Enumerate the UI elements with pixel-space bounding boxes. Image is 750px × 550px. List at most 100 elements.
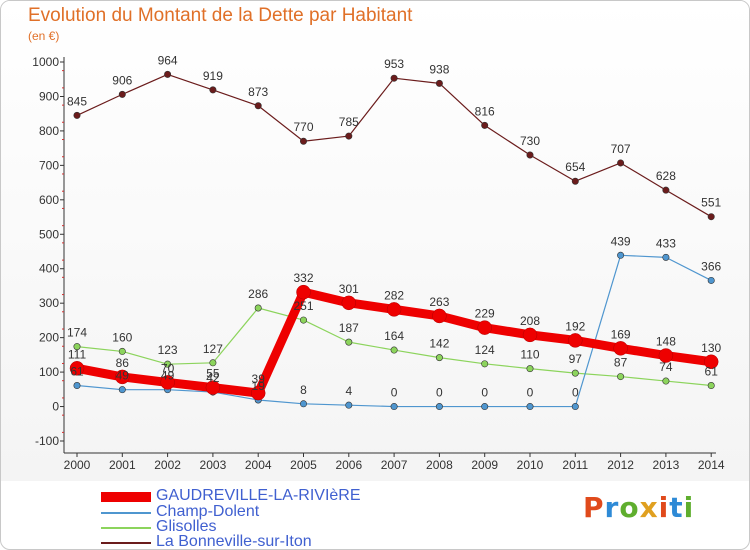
data-label: 816	[475, 104, 495, 118]
data-label: 42	[206, 371, 220, 385]
data-point	[662, 186, 670, 194]
data-point	[707, 276, 715, 284]
data-point	[617, 251, 625, 259]
data-point	[160, 375, 175, 390]
data-label: 707	[611, 142, 631, 156]
data-label: 61	[705, 365, 719, 379]
logo-letter: x	[639, 491, 659, 524]
data-point	[432, 308, 447, 324]
y-tick-label: 700	[39, 158, 59, 172]
legend-label: Champ-Dolent	[156, 503, 260, 520]
data-point	[526, 403, 534, 411]
data-label: 174	[67, 326, 87, 340]
y-tick-label: 300	[39, 296, 59, 310]
data-label: 39	[252, 372, 266, 386]
data-label: 628	[656, 169, 676, 183]
data-label: 845	[67, 94, 87, 108]
data-point	[118, 90, 126, 98]
data-label: 433	[656, 236, 676, 250]
data-label: 286	[248, 287, 268, 301]
data-point	[571, 177, 579, 185]
data-point	[707, 213, 715, 221]
data-point	[568, 333, 583, 348]
legend-label: Glisolles	[156, 518, 217, 535]
data-label: 97	[569, 352, 583, 366]
data-point	[662, 377, 670, 385]
data-label: 0	[391, 386, 398, 400]
data-label: 208	[520, 314, 540, 328]
data-label: 55	[206, 367, 220, 381]
x-tick-label: 2001	[109, 458, 136, 472]
data-point	[299, 137, 307, 145]
data-point	[477, 320, 492, 335]
data-label: 169	[611, 327, 631, 341]
data-point	[390, 346, 398, 354]
data-point	[386, 302, 402, 317]
data-point	[73, 111, 81, 119]
y-tick-label: 800	[39, 124, 59, 138]
data-label: 938	[429, 62, 449, 76]
data-point	[69, 361, 85, 376]
y-tick-label: 900	[39, 89, 59, 103]
data-label: 148	[656, 335, 676, 349]
y-tick-label: -100	[35, 434, 59, 448]
data-label: 953	[384, 57, 404, 71]
data-label: 49	[116, 369, 130, 383]
plot-background	[1, 1, 749, 481]
data-label: 0	[436, 386, 443, 400]
chart-title: Evolution du Montant de la Dette par Hab…	[28, 5, 413, 26]
data-label: 0	[481, 386, 488, 400]
data-point	[164, 70, 172, 78]
legend-swatch	[101, 492, 151, 502]
data-point	[164, 360, 172, 368]
data-label: 124	[475, 343, 495, 357]
data-point	[481, 403, 489, 411]
data-label: 770	[293, 120, 313, 134]
x-tick-label: 2006	[335, 458, 362, 472]
x-tick-label: 2010	[517, 458, 544, 472]
data-point	[118, 386, 126, 394]
data-point	[481, 360, 489, 368]
data-point	[250, 385, 266, 401]
x-tick-label: 2004	[245, 458, 272, 472]
data-label: 654	[565, 160, 585, 174]
y-tick-label: 1000	[32, 55, 59, 69]
data-label: 142	[429, 337, 449, 351]
legend-swatch	[101, 527, 151, 529]
data-label: 192	[565, 319, 585, 333]
data-label: 964	[158, 53, 178, 67]
legend-swatch	[101, 542, 151, 544]
data-point	[522, 327, 538, 343]
data-label: 70	[161, 361, 175, 375]
data-label: 263	[429, 295, 449, 309]
logo-letter: i	[658, 491, 670, 524]
data-point	[205, 380, 221, 395]
data-label: 873	[248, 85, 268, 99]
x-tick-label: 2008	[426, 458, 453, 472]
data-label: 123	[158, 343, 178, 357]
x-tick-label: 2012	[607, 458, 634, 472]
data-label: 74	[659, 360, 673, 374]
legend-label: La Bonneville-sur-Iton	[156, 533, 312, 550]
data-point	[707, 382, 715, 390]
data-point	[209, 86, 217, 94]
x-tick-label: 2009	[471, 458, 498, 472]
data-label: 919	[203, 69, 223, 83]
data-point	[658, 348, 674, 363]
data-point	[390, 74, 398, 82]
data-point	[299, 400, 307, 408]
data-label: 130	[701, 341, 721, 355]
data-point	[254, 304, 262, 312]
y-tick-label: 200	[39, 331, 59, 345]
x-tick-label: 2014	[698, 458, 725, 472]
logo-letter: i	[683, 491, 695, 524]
x-tick-label: 2007	[381, 458, 408, 472]
data-point	[345, 338, 353, 346]
data-label: 160	[112, 330, 132, 344]
data-label: 229	[475, 307, 495, 321]
x-tick-label: 2000	[64, 458, 91, 472]
x-tick-label: 2003	[200, 458, 227, 472]
data-point	[115, 369, 130, 385]
data-label: 8	[300, 383, 307, 397]
